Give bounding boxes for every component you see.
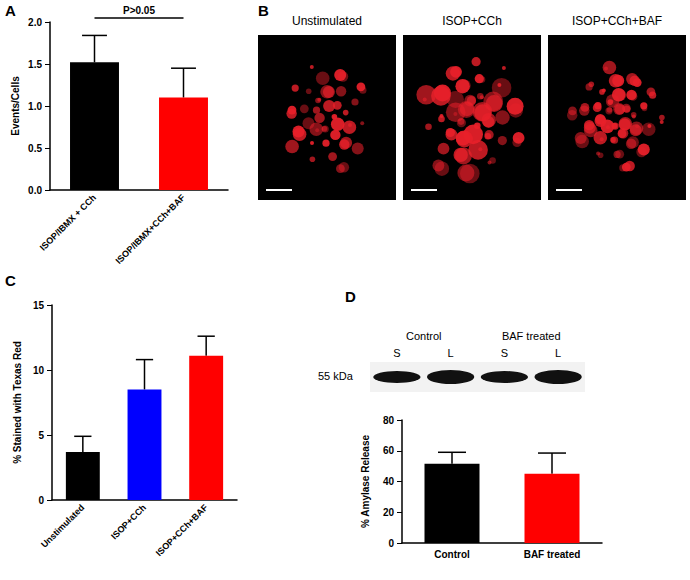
svg-text:% Amylase Release: % Amylase Release — [360, 435, 371, 528]
svg-text:BAF treated: BAF treated — [524, 549, 581, 560]
html-text:S: S — [500, 347, 508, 359]
html-text:S: S — [393, 347, 401, 359]
html-text:A: A — [5, 2, 16, 19]
svg-text:Control: Control — [434, 549, 470, 560]
svg-text:10: 10 — [33, 365, 45, 376]
svg-text:60: 60 — [383, 445, 395, 456]
svg-text:15: 15 — [33, 300, 45, 311]
html-text:D: D — [345, 288, 356, 305]
svg-text:ISOP/IBMX + CCh: ISOP/IBMX + CCh — [38, 192, 98, 252]
svg-text:% Stained with Texas Red: % Stained with Texas Red — [12, 341, 23, 464]
svg-text:Events/Cells: Events/Cells — [10, 76, 21, 136]
svg-text:5: 5 — [38, 430, 44, 441]
html-text:Control: Control — [406, 330, 442, 342]
html-text:C: C — [5, 272, 16, 289]
svg-text:1.5: 1.5 — [28, 59, 42, 70]
svg-text:2.0: 2.0 — [28, 17, 42, 28]
html-text:ISOP+CCh+BAF: ISOP+CCh+BAF — [572, 14, 662, 28]
svg-text:80: 80 — [383, 415, 395, 426]
svg-text:0: 0 — [38, 495, 44, 506]
html-text:L: L — [447, 347, 454, 359]
svg-text:P>0.05: P>0.05 — [123, 5, 155, 16]
svg-text:0: 0 — [388, 538, 394, 549]
html-text:L: L — [555, 347, 562, 359]
svg-text:ISOP/IBMX+CCh+BAF: ISOP/IBMX+CCh+BAF — [114, 192, 188, 266]
svg-text:ISOP+CCh+BAF: ISOP+CCh+BAF — [154, 502, 210, 558]
html-text:B: B — [258, 2, 269, 19]
html-text:ISOP+CCh: ISOP+CCh — [442, 14, 502, 28]
svg-text:20: 20 — [383, 507, 395, 518]
svg-text:0.0: 0.0 — [28, 185, 42, 196]
html-text:BAF treated: BAF treated — [501, 330, 561, 342]
svg-text:40: 40 — [383, 476, 395, 487]
svg-text:Unstimulated: Unstimulated — [39, 502, 86, 549]
svg-text:1.0: 1.0 — [28, 101, 42, 112]
svg-text:0.5: 0.5 — [28, 143, 42, 154]
html-text:55 kDa: 55 kDa — [318, 370, 353, 382]
html-text:Unstimulated: Unstimulated — [292, 14, 362, 28]
svg-text:ISOP+CCh: ISOP+CCh — [109, 502, 148, 541]
